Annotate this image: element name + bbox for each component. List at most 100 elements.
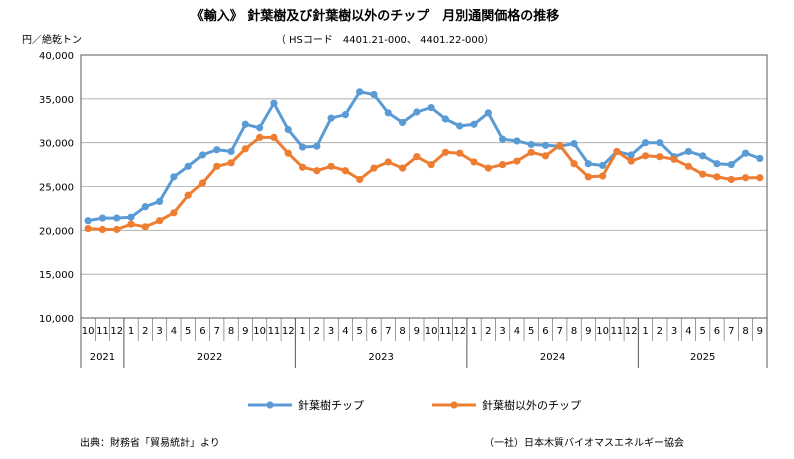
legend-item-nonconifer: 針葉樹以外のチップ: [432, 398, 581, 412]
series-0: [84, 88, 764, 225]
data-point: [627, 157, 635, 165]
year-label: 2023: [368, 352, 393, 363]
x-tick-label: 7: [557, 326, 563, 337]
legend-item-conifer: 針葉樹チップ: [248, 398, 364, 412]
x-tick-label: 1: [128, 326, 134, 337]
year-label: 2024: [540, 352, 565, 363]
data-point: [756, 154, 764, 163]
chart-subtitle: （ HSコード 4401.21-000、 4401.22-000）: [276, 34, 494, 46]
x-tick-label: 12: [625, 326, 638, 337]
series-group: [84, 88, 764, 234]
data-point: [641, 139, 650, 147]
data-point: [441, 115, 450, 123]
data-point: [656, 153, 664, 161]
data-point: [213, 162, 221, 170]
x-tick-label: 3: [671, 326, 677, 337]
x-tick-label: 9: [585, 326, 591, 337]
data-point: [241, 145, 249, 153]
data-point: [298, 163, 307, 171]
x-tick-label: 2: [485, 326, 491, 337]
data-point: [727, 160, 735, 169]
data-point: [527, 140, 535, 149]
data-point: [613, 147, 621, 156]
x-tick-label: 9: [757, 326, 763, 337]
data-point: [470, 120, 478, 128]
data-point: [141, 223, 149, 231]
data-point: [98, 225, 107, 234]
data-point: [98, 214, 107, 222]
data-point: [656, 139, 664, 147]
x-tick-label: 11: [611, 326, 624, 337]
data-point: [184, 191, 192, 199]
y-tick-label: 40,000: [39, 51, 74, 62]
data-point: [513, 157, 521, 165]
legend-label-conifer: 針葉樹チップ: [298, 398, 364, 412]
y-tick-labels: 10,000 15,000 20,000 25,000 30,000 35,000 40,0…: [39, 51, 74, 325]
data-point: [727, 175, 735, 184]
series-line-1: [88, 135, 760, 231]
data-point: [327, 162, 335, 170]
data-point: [213, 146, 221, 154]
x-tick-label: 7: [385, 326, 391, 337]
data-point: [84, 217, 92, 225]
data-point: [527, 148, 535, 156]
data-point: [256, 124, 264, 132]
y-tick-label: 10,000: [39, 314, 74, 325]
data-point: [456, 122, 464, 130]
data-point: [741, 174, 750, 182]
x-tick-label: 5: [528, 326, 534, 337]
x-tick-label: 6: [542, 326, 548, 337]
data-point: [699, 152, 707, 160]
data-point: [256, 133, 264, 142]
x-tick-label: 1: [642, 326, 648, 337]
y-tick-label: 15,000: [39, 270, 74, 281]
x-tick-label: 11: [268, 326, 281, 337]
data-point: [113, 214, 121, 222]
data-point: [427, 104, 435, 112]
data-point: [398, 118, 407, 127]
y-tick-label: 25,000: [39, 183, 74, 194]
x-tick-label: 4: [171, 326, 177, 337]
organization-note: （一社）日本木質バイオマスエネルギー協会: [484, 436, 684, 449]
data-point: [556, 141, 564, 149]
series-1: [84, 133, 764, 234]
data-point: [298, 143, 307, 151]
x-tick-label: 2: [657, 326, 663, 337]
x-tick-label: 8: [742, 326, 748, 337]
data-point: [599, 161, 607, 170]
x-tick-label: 11: [439, 326, 452, 337]
x-tick-label: 11: [96, 326, 109, 337]
data-point: [470, 158, 478, 166]
data-point: [184, 162, 192, 170]
data-point: [413, 153, 421, 161]
data-point: [427, 160, 435, 169]
data-point: [570, 160, 578, 168]
data-point: [198, 179, 207, 187]
data-point: [670, 155, 678, 163]
data-point: [413, 108, 421, 116]
data-point: [170, 173, 178, 181]
data-point: [499, 135, 507, 143]
x-tick-label: 5: [185, 326, 191, 337]
data-point: [641, 152, 650, 160]
data-point: [384, 158, 392, 166]
x-tick-label: 6: [199, 326, 205, 337]
data-point: [198, 151, 207, 159]
legend-label-nonconifer: 針葉樹以外のチップ: [482, 398, 581, 412]
data-point: [484, 164, 492, 172]
x-tick-label: 6: [371, 326, 377, 337]
x-tick-label: 12: [282, 326, 295, 337]
data-point: [684, 162, 692, 170]
data-point: [341, 111, 349, 119]
x-axis: 10 11 12 1 2 3 4 5 6 7 8 9 10 11 12 1 2 3 4 5 6 7 8 9 10 11 12 1 2 3 4…: [80, 318, 768, 368]
chart-title: 《輸入》 針葉樹及び針葉樹以外のチップ 月別通関価格の推移: [191, 8, 560, 24]
data-point: [84, 224, 92, 233]
data-point: [313, 142, 321, 150]
x-tick-label: 5: [700, 326, 706, 337]
data-point: [541, 141, 550, 149]
data-point: [384, 109, 392, 117]
x-tick-label: 3: [499, 326, 505, 337]
x-tick-label: 4: [685, 326, 691, 337]
data-point: [570, 139, 578, 148]
data-point: [370, 90, 378, 99]
